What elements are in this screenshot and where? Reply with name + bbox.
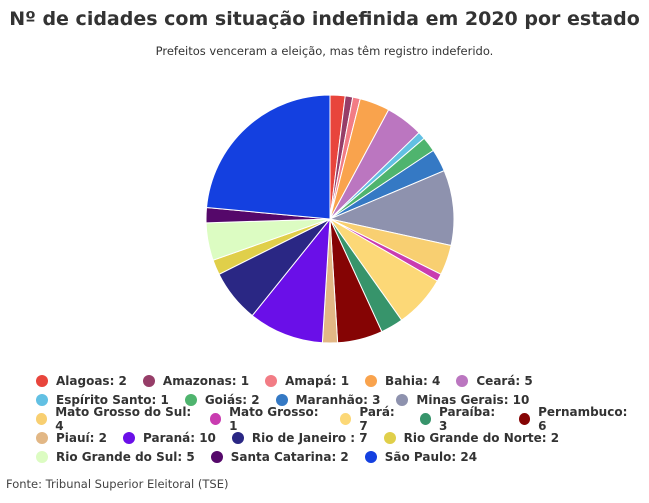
legend-item[interactable]: São Paulo: 24 [364,449,478,464]
legend-label: Amapá: 1 [285,373,350,388]
legend-label: Ceará: 5 [476,373,533,388]
legend-marker-icon [209,412,222,425]
legend-marker-icon [419,412,431,425]
legend-label: Bahia: 4 [385,373,441,388]
legend-label: Rio Grande do Sul: 5 [56,449,195,464]
legend-label: Alagoas: 2 [56,373,127,388]
legend-item[interactable]: Paraná: 10 [123,431,216,445]
legend-row: Espírito Santo: 1 Goiás: 2 Maranhão: 3 Mina… [36,390,649,409]
legend-marker-icon [365,374,378,387]
legend-label: Amazonas: 1 [162,373,250,388]
legend-label: Rio Grande do Norte: 2 [403,430,560,445]
legend-label: São Paulo: 24 [384,449,478,464]
legend-item[interactable]: Santa Catarina: 2 [210,449,349,464]
legend-item[interactable]: Rio Grande do Norte: 2 [383,430,560,445]
legend-marker-icon [210,450,223,463]
legend-label: Santa Catarina: 2 [230,449,349,464]
legend-marker-icon [340,412,352,425]
legend-marker-icon [231,431,244,444]
legend-marker-icon [36,450,48,463]
legend-label: Goiás: 2 [204,392,260,407]
legend-label: Rio de Janeiro : 7 [251,430,368,445]
pie-slice-minas-gerais[interactable] [328,170,455,247]
legend-item[interactable]: Mato Grosso: 1 [209,404,324,433]
legend-item[interactable]: Amazonas: 1 [142,373,250,388]
legend-marker-icon [142,374,155,387]
legend-label: Maranhão: 3 [295,392,381,407]
legend-item[interactable]: Minas Gerais: 10 [396,393,529,407]
legend-item[interactable]: Rio de Janeiro : 7 [231,430,368,445]
legend-row: Mato Grosso do Sul: 4 Mato Grosso: 1 Pará:… [36,405,649,433]
legend-marker-icon [275,393,288,406]
legend-marker-icon [396,393,409,406]
legend-label: Mato Grosso do Sul: 4 [55,404,192,433]
source-note: Fonte: Tribunal Superior Eleitoral (TSE) [6,477,229,491]
legend-item[interactable]: Espírito Santo: 1 [36,393,169,407]
legend-marker-icon [364,450,377,463]
legend-label: Pará: 7 [359,404,395,433]
legend-item[interactable]: Amapá: 1 [265,374,349,388]
legend-marker-icon [383,431,396,444]
legend-marker-icon [36,412,48,425]
legend-item[interactable]: Pernambuco: 6 [518,404,633,433]
legend-item[interactable]: Rio Grande do Sul: 5 [36,450,195,464]
chart-subtitle: Prefeitos venceram a eleição, mas têm re… [155,44,494,58]
legend-marker-icon [184,393,197,406]
legend-item[interactable]: Paraíba: 3 [419,404,503,433]
chart-title: Nº de cidades com situação indefinida em… [9,8,640,30]
legend-item[interactable]: Mato Grosso do Sul: 4 [36,405,194,433]
legend-label: Paraíba: 3 [438,404,496,433]
legend-item[interactable]: Maranhão: 3 [275,392,381,407]
legend-marker-icon [265,374,278,387]
legend-marker-icon [123,431,135,444]
legend-marker-icon [518,412,531,425]
legend-marker-icon [456,374,469,387]
legend-row: Rio Grande do Sul: 5 Santa Catarina: 2 São… [36,447,649,466]
legend-item[interactable]: Ceará: 5 [456,373,533,388]
legend-label: Mato Grosso: 1 [229,404,319,433]
legend-label: Pernambuco: 6 [538,404,628,433]
legend-marker-icon [36,393,48,406]
legend-marker-icon [36,374,48,387]
legend-label: Piauí: 2 [56,430,107,445]
legend: Alagoas: 2 Amazonas: 1 Amapá: 1 Bahia: 4 Cea… [36,371,649,466]
pie-slice-parana[interactable] [251,217,331,344]
legend-item[interactable]: Piauí: 2 [36,431,107,445]
legend-row: Alagoas: 2 Amazonas: 1 Amapá: 1 Bahia: 4 Cea… [36,371,649,390]
legend-label: Minas Gerais: 10 [416,392,530,407]
legend-item[interactable]: Pará: 7 [340,405,404,433]
legend-item[interactable]: Goiás: 2 [184,392,260,407]
legend-label: Paraná: 10 [143,430,216,445]
legend-marker-icon [36,431,48,444]
pie-chart [205,94,455,344]
legend-row: Piauí: 2 Paraná: 10 Rio de Janeiro : 7 Rio … [36,428,649,447]
legend-item[interactable]: Alagoas: 2 [36,374,127,388]
legend-label: Espírito Santo: 1 [56,392,169,407]
pie-slice-sao-paulo[interactable] [205,94,331,220]
legend-item[interactable]: Bahia: 4 [365,374,440,388]
